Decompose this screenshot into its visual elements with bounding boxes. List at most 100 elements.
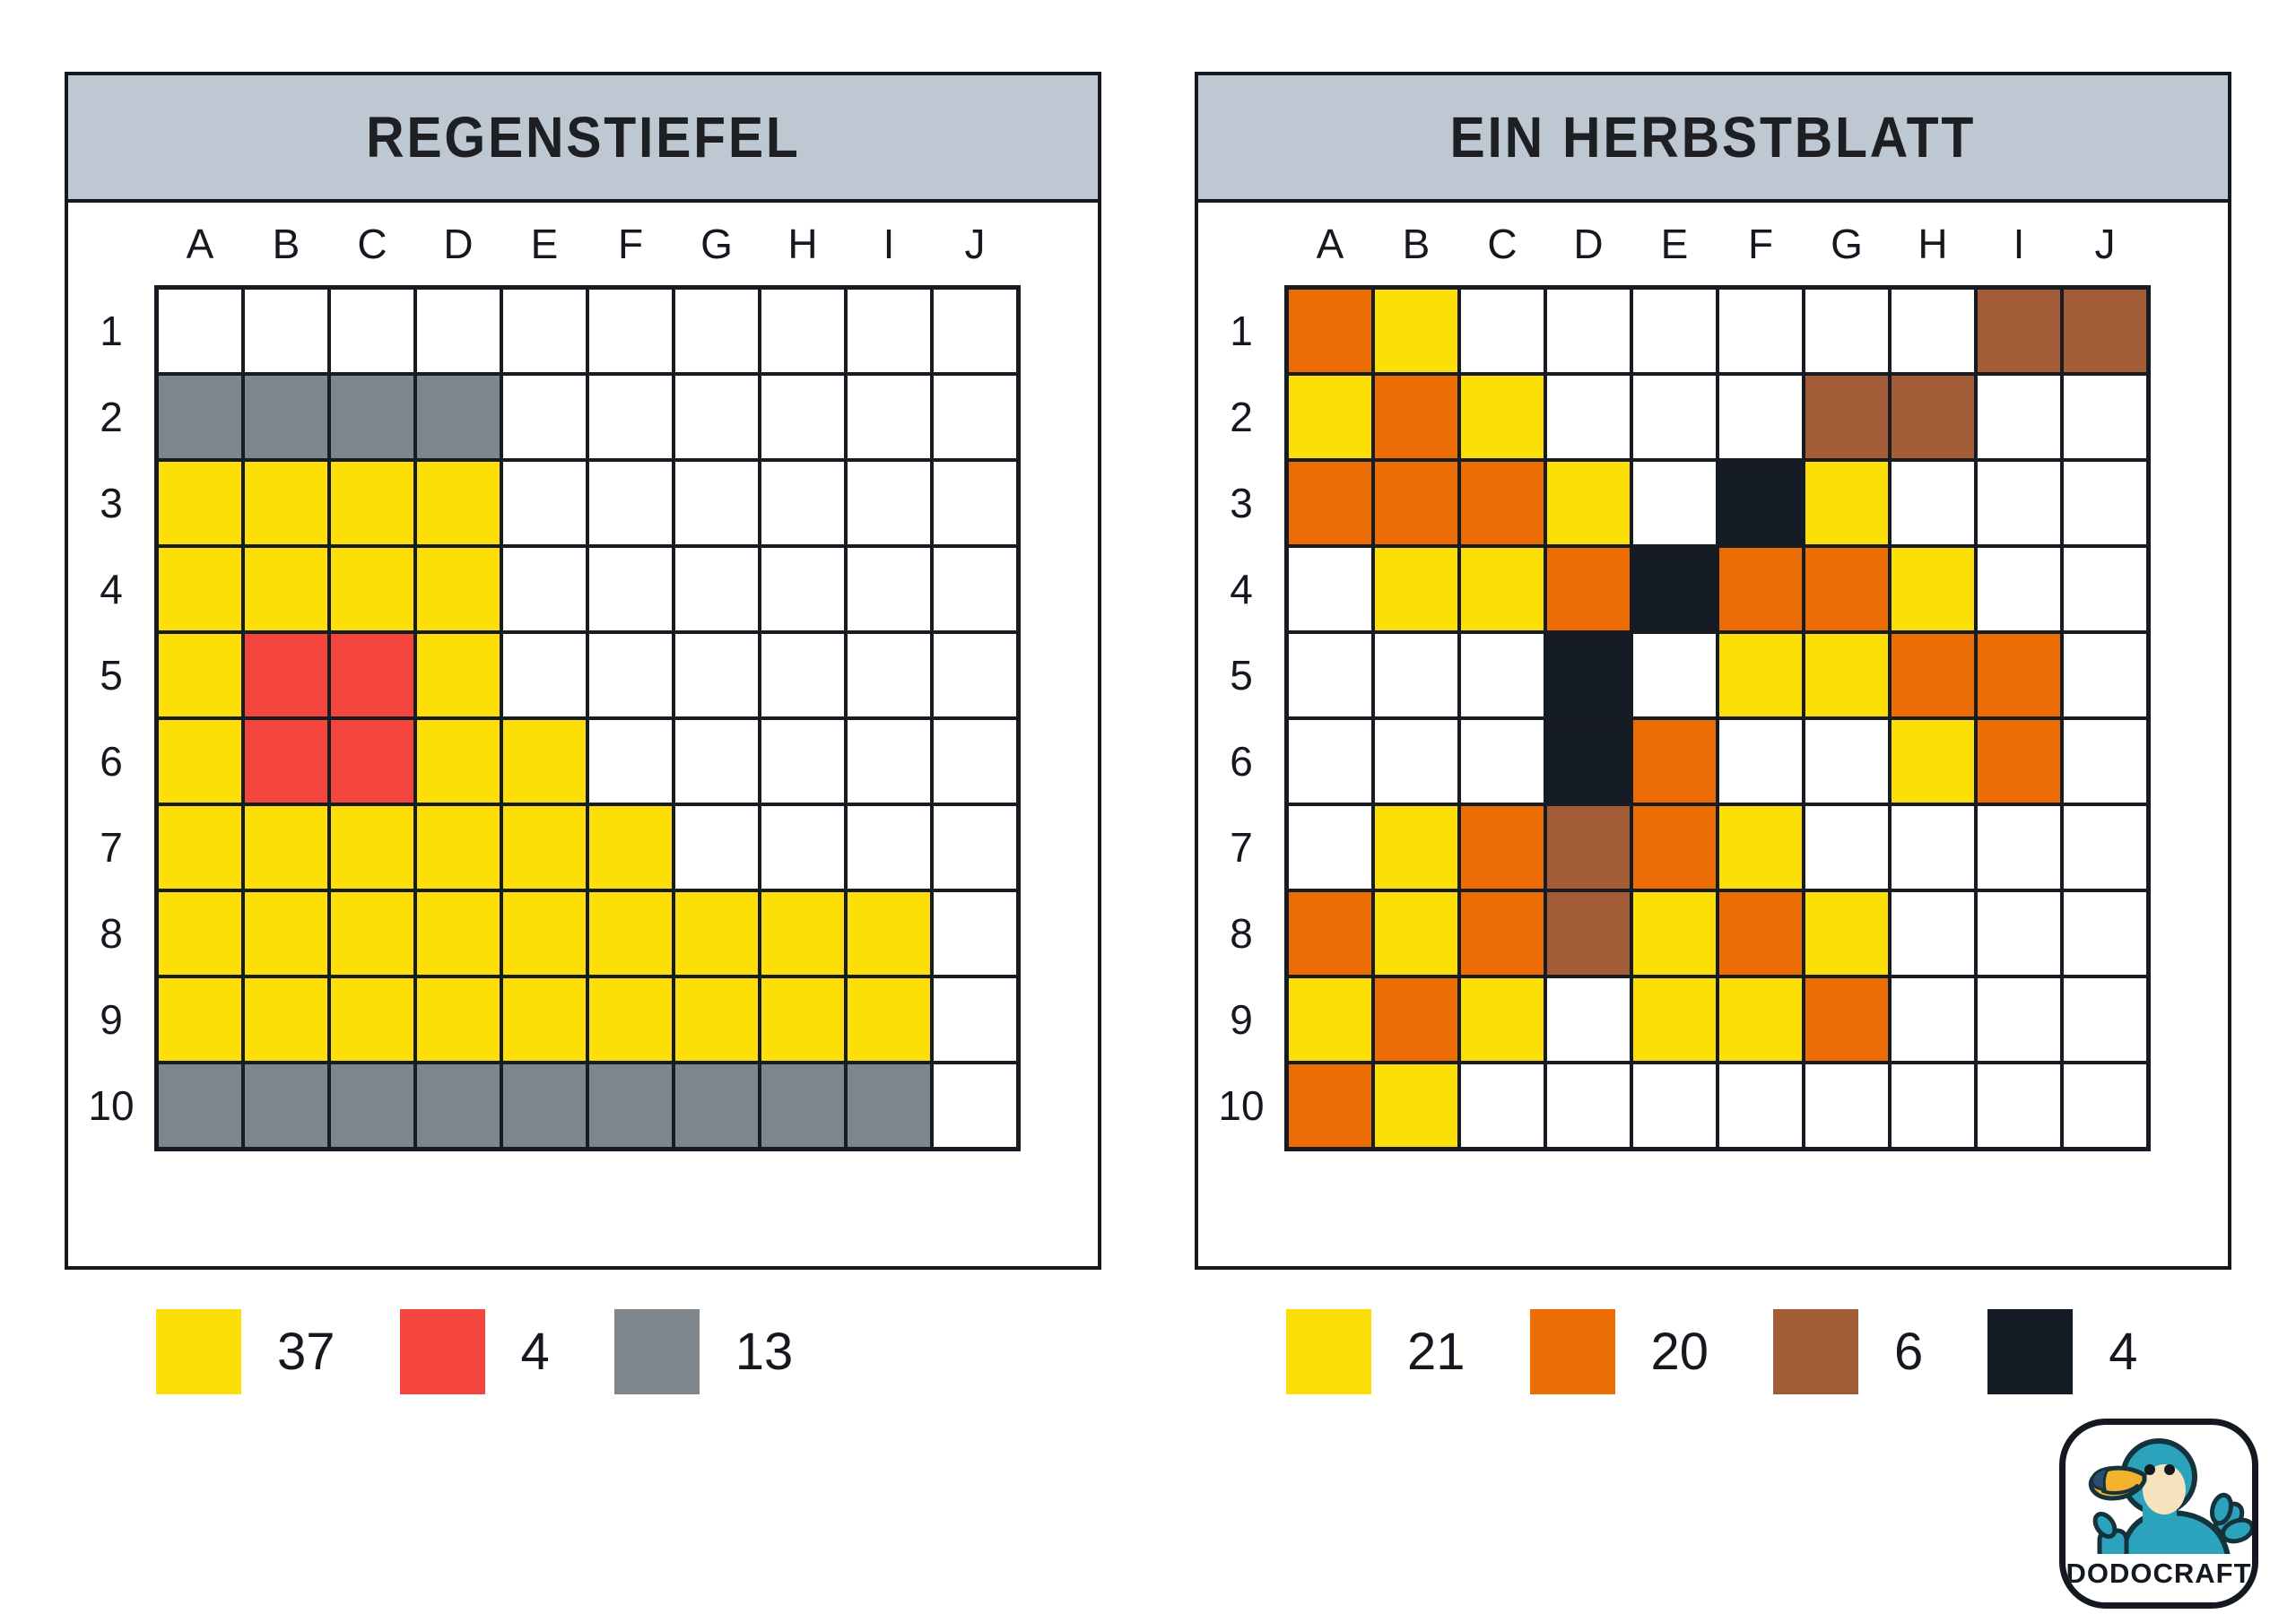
grid-cell-D1: [1547, 290, 1630, 372]
grid-cell-C3: [1461, 462, 1544, 544]
grid-cell-E7: [503, 806, 586, 889]
grid-cell-A10: [159, 1064, 241, 1147]
grid-cell-J5: [934, 634, 1016, 716]
grid-cell-A6: [1289, 720, 1371, 803]
grid-cell-F1: [589, 290, 672, 372]
column-header-E: E: [530, 221, 559, 267]
grid-cell-G10: [1805, 1064, 1888, 1147]
legend-item-brown: 6: [1773, 1309, 1923, 1394]
legend-count-yellow: 37: [277, 1323, 335, 1381]
grid-cell-J2: [2064, 376, 2146, 458]
legend-swatch-brown: [1773, 1309, 1859, 1394]
column-header-D: D: [443, 221, 474, 267]
legend-item-gray: 13: [613, 1309, 794, 1394]
row-label-8: 8: [100, 910, 123, 957]
legend-ein-herbstblatt: 21 20 6 4: [1286, 1309, 2138, 1394]
grid-cell-E8: [503, 892, 586, 975]
column-header-F: F: [617, 221, 644, 267]
row-label-9: 9: [100, 996, 123, 1043]
row-label-10: 10: [88, 1082, 135, 1129]
grid-cell-E4: [1633, 548, 1716, 630]
row-label-7: 7: [1230, 824, 1253, 871]
row-labels: 1 2 3 4 5 6 7 8 9 10: [68, 285, 154, 1147]
grid-cell-B6: [1375, 720, 1457, 803]
grid-cell-H2: [1892, 376, 1974, 458]
legend-swatch-yellow: [1286, 1309, 1371, 1394]
column-header-D: D: [1573, 221, 1604, 267]
row-label-4: 4: [1230, 566, 1253, 612]
grid-cell-I5: [848, 634, 930, 716]
grid-cell-B1: [245, 290, 327, 372]
grid-cell-F3: [1719, 462, 1802, 544]
grid-cell-I9: [848, 978, 930, 1061]
grid-cell-I6: [848, 720, 930, 803]
grid-cell-A10: [1289, 1064, 1371, 1147]
grid-cell-G6: [1805, 720, 1888, 803]
grid-cell-A5: [159, 634, 241, 716]
row-label-10: 10: [1218, 1082, 1265, 1129]
grid-cell-H8: [1892, 892, 1974, 975]
grid-cell-J8: [2064, 892, 2146, 975]
grid-cell-H10: [1892, 1064, 1974, 1147]
grid-cell-I7: [1978, 806, 2060, 889]
grid-cell-B10: [1375, 1064, 1457, 1147]
grid-cell-B8: [245, 892, 327, 975]
column-header-A: A: [186, 221, 214, 267]
panel-regenstiefel: REGENSTIEFEL A B C D E F G H I J 1 2 3 4 5 6 7 8 9 10: [65, 72, 1101, 1270]
grid-cell-I8: [1978, 892, 2060, 975]
column-header-C: C: [1487, 221, 1518, 267]
grid-cell-E9: [1633, 978, 1716, 1061]
grid-cell-C1: [331, 290, 413, 372]
grid-cell-E6: [503, 720, 586, 803]
grid-cell-F9: [589, 978, 672, 1061]
grid-cell-E2: [1633, 376, 1716, 458]
grid-cell-C2: [331, 376, 413, 458]
grid-cell-B2: [245, 376, 327, 458]
grid-cell-J7: [2064, 806, 2146, 889]
grid-cell-C9: [331, 978, 413, 1061]
column-header-G: G: [700, 221, 733, 267]
grid-cell-A2: [159, 376, 241, 458]
grid-cell-D3: [417, 462, 500, 544]
row-label-3: 3: [1230, 480, 1253, 526]
grid-cell-I9: [1978, 978, 2060, 1061]
dodocraft-logo: DODOCRAFT: [2059, 1419, 2258, 1609]
grid-cell-D9: [417, 978, 500, 1061]
grid-cell-D10: [1547, 1064, 1630, 1147]
grid-cell-J7: [934, 806, 1016, 889]
grid-cell-H5: [761, 634, 844, 716]
grid-zone: A B C D E F G H I J 1 2 3 4 5 6 7 8 9 10: [1198, 203, 2228, 1266]
grid-cell-G2: [1805, 376, 1888, 458]
grid-cell-H4: [1892, 548, 1974, 630]
column-header-B: B: [272, 221, 300, 267]
grid-cell-D6: [1547, 720, 1630, 803]
grid-cell-I3: [1978, 462, 2060, 544]
row-label-5: 5: [1230, 652, 1253, 699]
grid-cell-J8: [934, 892, 1016, 975]
grid-cell-E2: [503, 376, 586, 458]
grid-cell-J6: [934, 720, 1016, 803]
grid-cell-I3: [848, 462, 930, 544]
logo-brand-text: DODOCRAFT: [2066, 1554, 2252, 1602]
column-headers: A B C D E F G H I J: [1289, 203, 2151, 285]
column-header-C: C: [357, 221, 387, 267]
legend-count-gray: 13: [735, 1323, 794, 1381]
grid-zone: A B C D E F G H I J 1 2 3 4 5 6 7 8 9 10: [68, 203, 1098, 1266]
grid-cell-B6: [245, 720, 327, 803]
grid-cell-B1: [1375, 290, 1457, 372]
grid-cell-J4: [934, 548, 1016, 630]
row-label-7: 7: [100, 824, 123, 871]
legend-item-yellow: 37: [156, 1309, 335, 1394]
grid-cell-B3: [245, 462, 327, 544]
column-header-B: B: [1402, 221, 1431, 267]
grid-cell-A6: [159, 720, 241, 803]
legend-swatch-yellow: [156, 1309, 241, 1394]
grid-cell-F9: [1719, 978, 1802, 1061]
grid-cell-C10: [331, 1064, 413, 1147]
column-header-A: A: [1316, 221, 1344, 267]
grid-cell-E5: [503, 634, 586, 716]
grid-cell-B10: [245, 1064, 327, 1147]
grid-cell-A1: [1289, 290, 1371, 372]
grid-cell-H4: [761, 548, 844, 630]
grid-cell-H1: [761, 290, 844, 372]
